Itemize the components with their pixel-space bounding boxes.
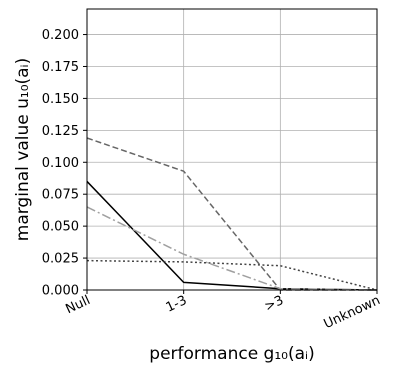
x-axis: Null 1-3 >3 Unknown: [64, 290, 383, 332]
x-axis-label: performance g₁₀(aᵢ): [149, 344, 314, 364]
y-axis-label: marginal value u₁₀(aᵢ): [13, 58, 33, 241]
y-tick-label-0: 0.000: [42, 284, 79, 299]
y-tick-label-6: 0.150: [42, 92, 79, 107]
y-tick-label-5: 0.125: [42, 124, 79, 139]
y-tick-label-8: 0.200: [42, 28, 79, 43]
x-tick-label-2: >3: [262, 293, 286, 315]
x-tick-label-1: 1-3: [164, 293, 190, 316]
y-tick-label-4: 0.100: [42, 156, 79, 171]
series-line-solid: [86, 180, 378, 291]
series-layer: [86, 137, 378, 291]
series-line-dotted: [86, 259, 378, 291]
y-axis: 0.000 0.025 0.050 0.075 0.100 0.125 0.150 0.175…: [42, 28, 87, 299]
y-tick-label-2: 0.050: [42, 220, 79, 235]
y-tick-label-7: 0.175: [42, 60, 79, 75]
plot-frame: [86, 8, 378, 291]
y-tick-label-1: 0.025: [42, 252, 79, 267]
y-tick-label-3: 0.075: [42, 188, 79, 203]
x-tick-label-3: Unknown: [322, 293, 383, 332]
series-line-dashed: [86, 137, 377, 291]
series-line-dashdot: [86, 206, 378, 291]
grid-layer: [86, 9, 378, 291]
